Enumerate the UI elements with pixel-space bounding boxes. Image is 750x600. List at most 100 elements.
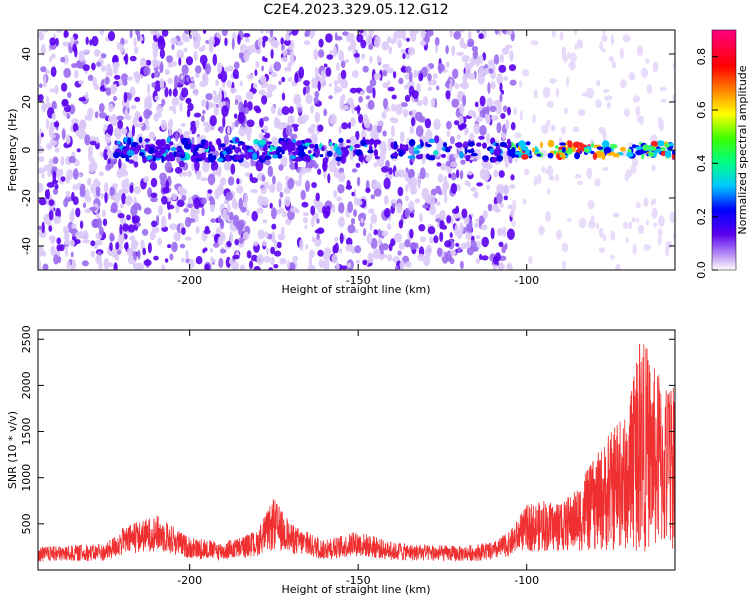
colorbar-tick-label: 0.2 (695, 208, 708, 226)
spectrogram-cell (624, 108, 630, 117)
spectrogram-cell (90, 240, 96, 247)
spectrogram-cell (479, 124, 487, 136)
spectrogram-cell (366, 85, 374, 94)
spectrogram-cell (338, 216, 345, 228)
spectrogram-cell (460, 123, 467, 128)
spectrogram-cell (410, 117, 416, 127)
spectrogram-cell (61, 128, 66, 140)
spectrogram-cell (656, 140, 665, 147)
spectrogram-cell (321, 146, 325, 152)
spectrogram-cell (329, 113, 337, 125)
spectrogram-cell (193, 197, 201, 210)
spectrogram-cell (561, 146, 566, 153)
spectrogram-cell (452, 68, 459, 79)
spectrogram-cell (64, 245, 68, 257)
spectrogram-cell (278, 80, 282, 85)
spectrogram-cell (467, 149, 475, 154)
spectrogram-cell (249, 260, 254, 269)
spectrogram-cell (226, 240, 232, 248)
spectrogram-cell (563, 107, 568, 115)
spectrogram-cell (365, 95, 371, 100)
spectrogram-cell (262, 146, 268, 152)
spectrogram-cell (205, 93, 213, 101)
spectrogram-cell (477, 72, 485, 85)
spectrogram-cell (102, 218, 108, 227)
spectrogram-cell (446, 130, 451, 138)
spectrogram-cell (545, 211, 551, 222)
spectrogram-cell (316, 233, 320, 240)
spectrogram-cell (399, 143, 403, 152)
spectrogram-cell (382, 63, 390, 69)
spectrogram-cell (230, 163, 236, 175)
spectrogram-cell (397, 39, 402, 49)
spectrogram-cell (116, 42, 121, 50)
spectrogram-cell (193, 112, 202, 118)
spectrogram-cell (209, 115, 217, 127)
spectrogram-cell (105, 71, 112, 76)
spectrogram-cell (615, 153, 620, 158)
spectrogram-cell (208, 195, 214, 202)
spectrogram-cell (271, 207, 277, 220)
spectrogram-cell (623, 221, 628, 230)
spectrogram-cell (455, 242, 460, 247)
spectrogram-cell (316, 218, 320, 224)
spectrogram-cell (275, 208, 282, 215)
spectrogram-cell (223, 161, 231, 171)
spectrogram-cell (141, 228, 149, 236)
spectrogram-cell (146, 83, 151, 95)
spectrogram-cell (161, 155, 165, 163)
spectrogram-cell (287, 138, 292, 147)
spectrogram-cell (595, 99, 602, 108)
spectrogram-cell (354, 229, 359, 234)
spectrogram-cell (409, 228, 414, 239)
spectrogram-cell (278, 198, 282, 208)
spectrogram-cell (373, 139, 382, 145)
spectrogram-cell (211, 102, 217, 108)
spectrogram-cell (545, 169, 551, 174)
spectrogram-cell (381, 230, 389, 237)
spectrogram-cell (349, 135, 357, 146)
spectrogram-cell (602, 166, 609, 171)
spectrogram-cell (246, 119, 255, 128)
spectrogram-cell (209, 248, 213, 253)
spectrogram-cell (411, 90, 419, 99)
spectrogram-cell (41, 173, 45, 179)
spectrogram-cell (368, 208, 375, 214)
spectrogram-cell (167, 244, 172, 249)
spectrogram-cell (546, 100, 554, 108)
spectrogram-cell (481, 236, 490, 248)
spectrogram-cell (119, 224, 123, 235)
spectrogram-cell (397, 250, 402, 256)
spectrogram-cell (273, 264, 279, 269)
spectrogram-cell (264, 57, 268, 63)
spectrogram-cell (332, 244, 337, 254)
spectrogram-cell (653, 222, 658, 228)
spectrogram-cell (475, 258, 481, 264)
spectrogram-cell (222, 208, 228, 221)
spectrogram-cell (574, 152, 580, 160)
spectrogram-cell (238, 52, 243, 59)
spectrogram-cell (493, 54, 500, 65)
spectrogram-cell (257, 229, 265, 240)
spectrogram-cell (414, 198, 420, 204)
spectrogram-cell (64, 228, 69, 240)
spectrogram-cell (390, 125, 395, 137)
spectrogram-cell (161, 98, 166, 106)
spectrogram-cell (366, 232, 373, 245)
spectrogram-cell (598, 247, 606, 254)
spectrogram-cell (167, 212, 172, 220)
spectrogram-cell (406, 37, 410, 42)
spectrogram-cell (129, 30, 133, 39)
spectrogram-cell (63, 30, 69, 38)
spectrogram-cell (399, 131, 405, 143)
spectrogram-cell (369, 55, 373, 64)
spectrogram-cell (119, 216, 127, 225)
spectrogram-cell (292, 138, 297, 144)
spectrogram-cell (391, 94, 397, 100)
spectrogram-cell (649, 146, 657, 151)
spectrogram-cell (282, 48, 288, 57)
spectrogram-cell (254, 69, 258, 77)
spectrogram-cell (499, 53, 504, 64)
spectrogram-cell (126, 214, 131, 221)
spectrogram-cell (107, 159, 111, 164)
